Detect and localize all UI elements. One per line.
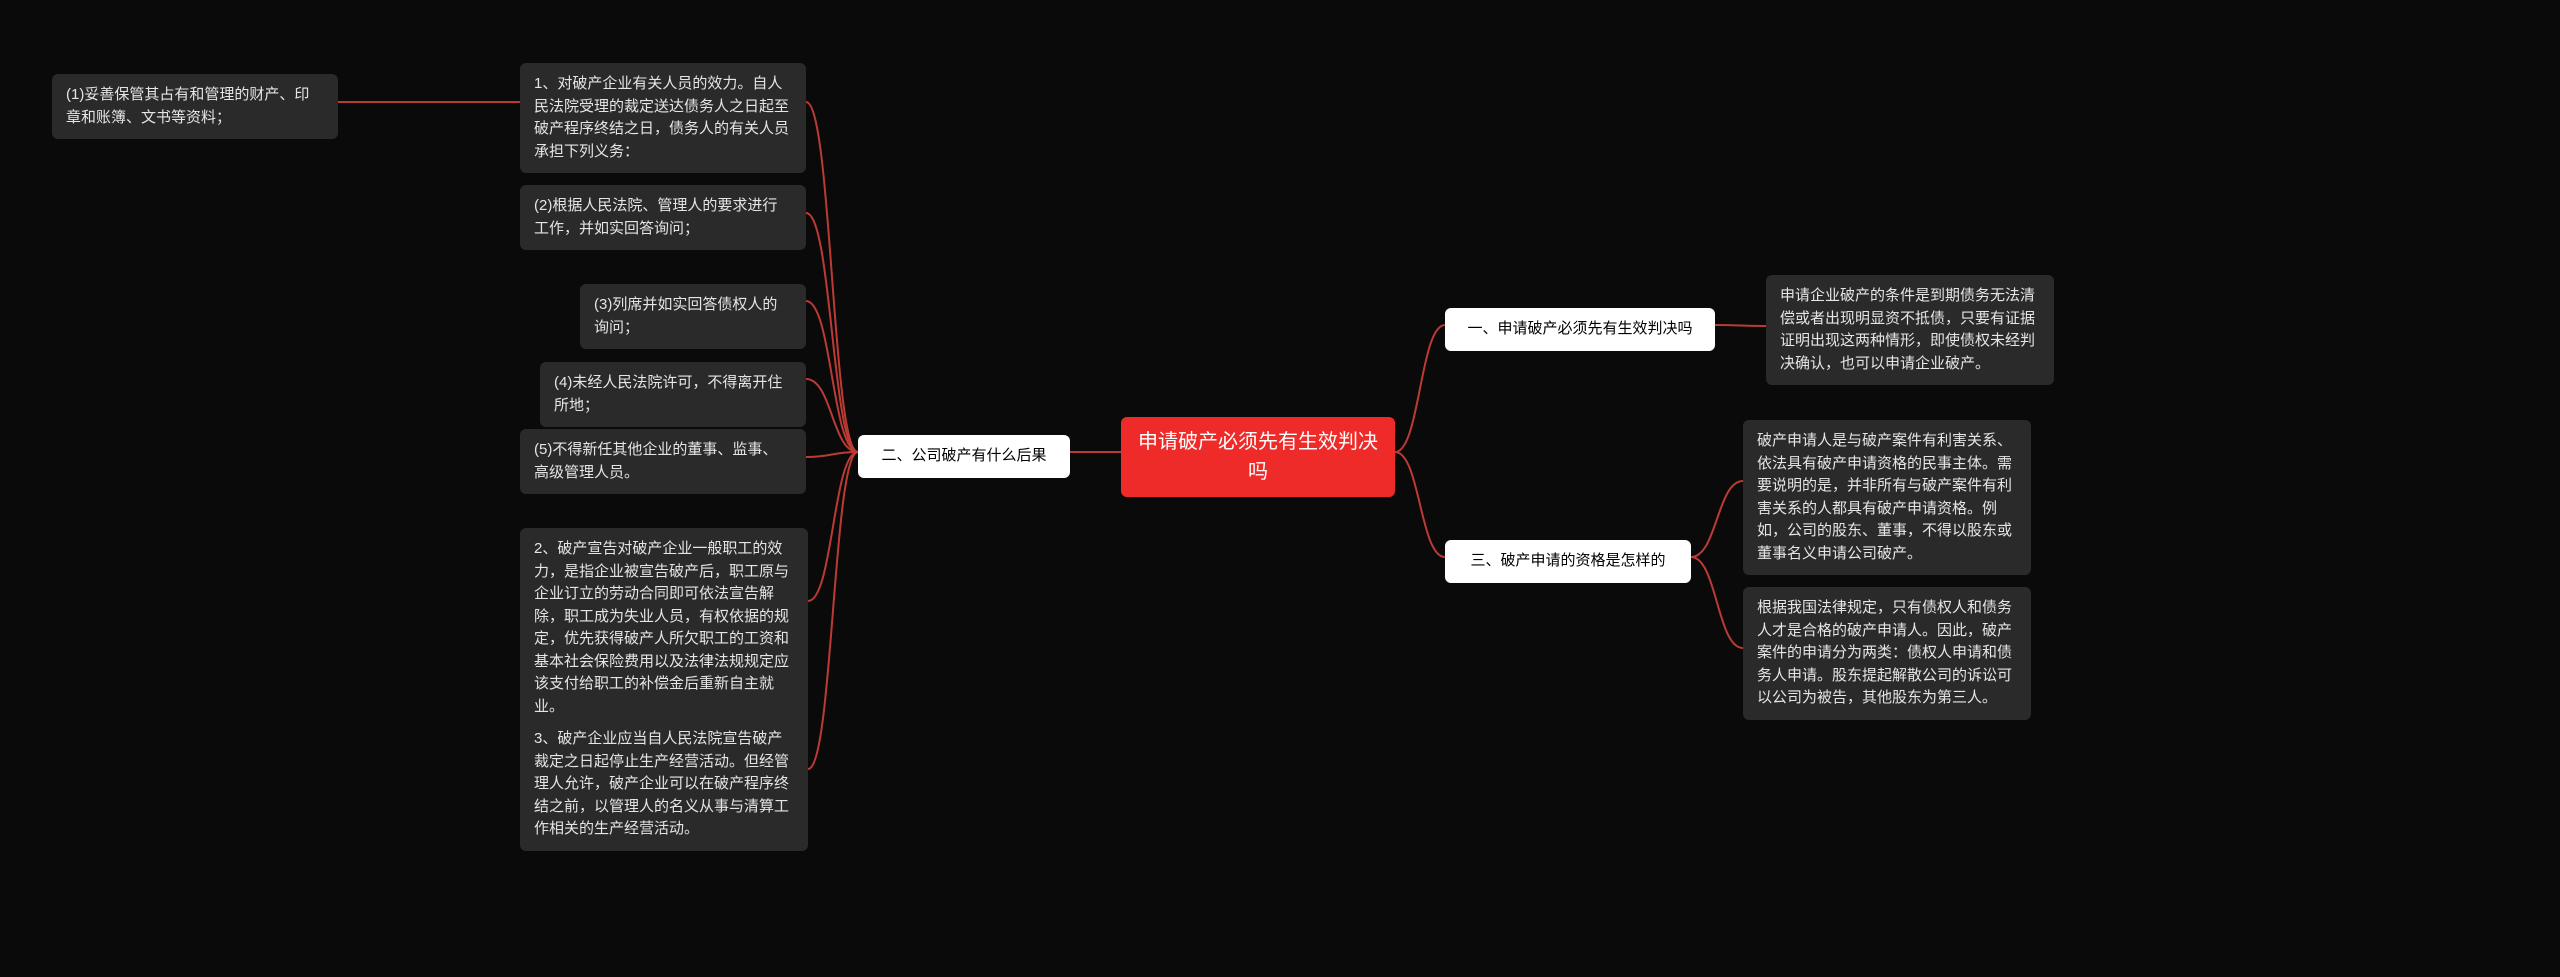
leaf-b3-r3a[interactable]: 破产申请人是与破产案件有利害关系、依法具有破产申请资格的民事主体。需要说明的是，… bbox=[1743, 420, 2031, 575]
mindmap-canvas: 申请破产必须先有生效判决吗 二、公司破产有什么后果 1、对破产企业有关人员的效力。自… bbox=[0, 0, 2560, 977]
branch-b2[interactable]: 二、公司破产有什么后果 bbox=[858, 435, 1070, 478]
leaf-b2-c1c[interactable]: (3)列席并如实回答债权人的询问； bbox=[580, 284, 806, 349]
leaf-b1-r1[interactable]: 申请企业破产的条件是到期债务无法清偿或者出现明显资不抵债，只要有证据证明出现这两… bbox=[1766, 275, 2054, 385]
branch-b3[interactable]: 三、破产申请的资格是怎样的 bbox=[1445, 540, 1691, 583]
leaf-b2-c1d[interactable]: (4)未经人民法院许可，不得离开住所地； bbox=[540, 362, 806, 427]
root-node[interactable]: 申请破产必须先有生效判决吗 bbox=[1121, 417, 1395, 497]
leaf-b2-c2[interactable]: 2、破产宣告对破产企业一般职工的效力，是指企业被宣告破产后，职工原与企业订立的劳… bbox=[520, 528, 808, 728]
leaf-b2-c1[interactable]: 1、对破产企业有关人员的效力。自人民法院受理的裁定送达债务人之日起至破产程序终结… bbox=[520, 63, 806, 173]
leaf-b2-c3[interactable]: 3、破产企业应当自人民法院宣告破产裁定之日起停止生产经营活动。但经管理人允许，破… bbox=[520, 718, 808, 851]
leaf-b2-c1-d1[interactable]: (1)妥善保管其占有和管理的财产、印章和账簿、文书等资料； bbox=[52, 74, 338, 139]
branch-b1[interactable]: 一、申请破产必须先有生效判决吗 bbox=[1445, 308, 1715, 351]
leaf-b3-r3b[interactable]: 根据我国法律规定，只有债权人和债务人才是合格的破产申请人。因此，破产案件的申请分… bbox=[1743, 587, 2031, 720]
leaf-b2-c1e[interactable]: (5)不得新任其他企业的董事、监事、高级管理人员。 bbox=[520, 429, 806, 494]
leaf-b2-c1b[interactable]: (2)根据人民法院、管理人的要求进行工作，并如实回答询问； bbox=[520, 185, 806, 250]
